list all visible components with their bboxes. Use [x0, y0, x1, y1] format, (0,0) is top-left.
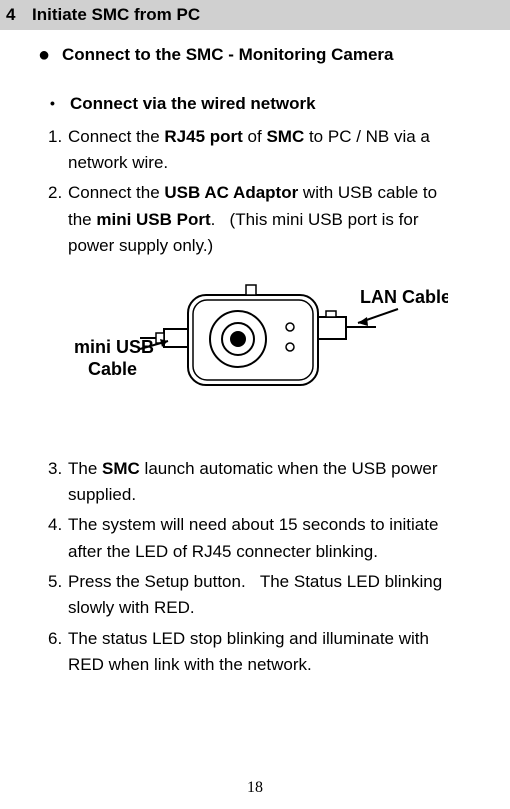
bullet-small-icon: •: [50, 93, 70, 115]
step-body: The SMC launch automatic when the USB po…: [68, 459, 437, 478]
bullet-filled-icon: ●: [38, 40, 62, 71]
step-number: 6.: [48, 626, 68, 652]
step-body: Press the Setup button. The Status LED b…: [68, 572, 442, 591]
list-item: 5.Press the Setup button. The Status LED…: [48, 569, 492, 622]
step-number: 3.: [48, 456, 68, 482]
step-number: 5.: [48, 569, 68, 595]
page-number: 18: [0, 776, 510, 801]
diagram-label-right: LAN Cable: [360, 287, 448, 307]
step-continuation: after the LED of RJ45 connecter blinking…: [48, 539, 492, 565]
step-body: Connect the RJ45 port of SMC to PC / NB …: [68, 127, 430, 146]
step-body: Connect the USB AC Adaptor with USB cabl…: [68, 183, 437, 202]
subheading-1-text: Connect to the SMC - Monitoring Camera: [62, 45, 394, 64]
diagram-label-left-2: Cable: [88, 359, 137, 379]
subheading-2: •Connect via the wired network: [50, 91, 492, 117]
list-item: 4.The system will need about 15 seconds …: [48, 512, 492, 565]
step-body: The system will need about 15 seconds to…: [68, 515, 438, 534]
step-continuation: slowly with RED.: [48, 595, 492, 621]
list-item: 3.The SMC launch automatic when the USB …: [48, 456, 492, 509]
section-number: 4: [2, 2, 22, 28]
section-title: Initiate SMC from PC: [22, 5, 200, 24]
subheading-2-text: Connect via the wired network: [70, 94, 316, 113]
step-continuation: the mini USB Port. (This mini USB port i…: [48, 207, 492, 233]
diagram-label-left-1: mini USB: [74, 337, 154, 357]
section-heading: 4Initiate SMC from PC: [0, 0, 510, 30]
step-continuation: power supply only.): [48, 233, 492, 259]
connection-diagram: mini USB Cable LAN Cable: [68, 277, 492, 415]
list-item: 6.The status LED stop blinking and illum…: [48, 626, 492, 679]
step-continuation: network wire.: [48, 150, 492, 176]
step-number: 4.: [48, 512, 68, 538]
diagram-svg: mini USB Cable LAN Cable: [68, 277, 448, 407]
step-number: 1.: [48, 124, 68, 150]
step-body: The status LED stop blinking and illumin…: [68, 629, 429, 648]
step-continuation: RED when link with the network.: [48, 652, 492, 678]
step-number: 2.: [48, 180, 68, 206]
step-continuation: supplied.: [48, 482, 492, 508]
list-item: 2.Connect the USB AC Adaptor with USB ca…: [48, 180, 492, 259]
list-item: 1.Connect the RJ45 port of SMC to PC / N…: [48, 124, 492, 177]
steps-list-2: 3.The SMC launch automatic when the USB …: [18, 456, 492, 679]
steps-list-1: 1.Connect the RJ45 port of SMC to PC / N…: [18, 124, 492, 260]
subheading-1: ●Connect to the SMC - Monitoring Camera: [38, 40, 492, 71]
